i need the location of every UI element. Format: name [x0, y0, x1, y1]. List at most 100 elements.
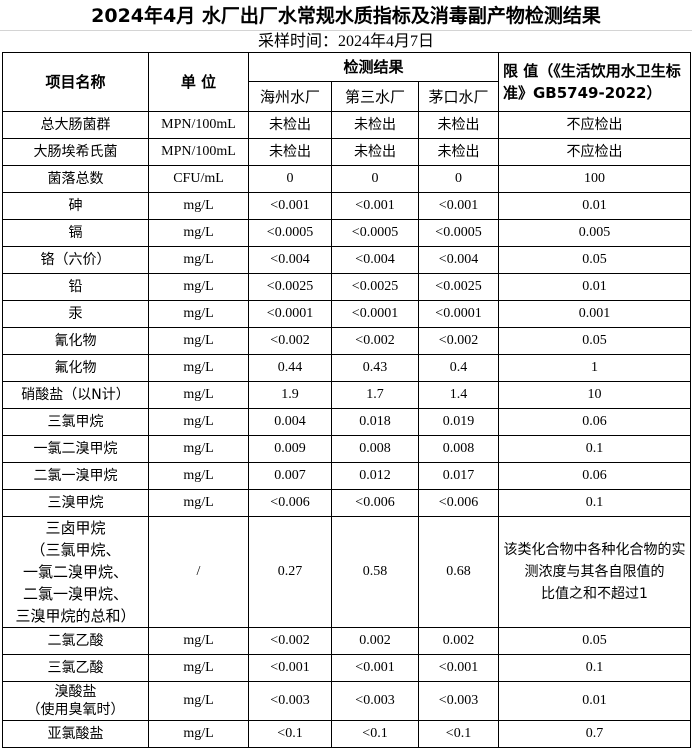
item-name: 一氯二溴甲烷 — [2, 435, 149, 463]
value-third: 0.002 — [331, 627, 419, 655]
item-name: 镉 — [2, 219, 149, 247]
table-row: 镉 mg/L <0.0005 <0.0005 <0.0005 0.005 — [2, 219, 691, 247]
unit: mg/L — [148, 627, 249, 655]
item-name: 铬（六价） — [2, 246, 149, 274]
table-row: 一氯二溴甲烷 mg/L 0.009 0.008 0.008 0.1 — [2, 435, 691, 463]
value-third: <0.0005 — [331, 219, 419, 247]
value-maokou: 0.4 — [418, 354, 499, 382]
item-name: 二氯一溴甲烷 — [2, 462, 149, 490]
item-name: 铅 — [2, 273, 149, 301]
value-maokou: <0.001 — [418, 192, 499, 220]
header-plant-third: 第三水厂 — [331, 81, 419, 112]
limit: 1 — [498, 354, 691, 382]
value-haizhou: <0.002 — [248, 327, 332, 355]
value-haizhou: <0.004 — [248, 246, 332, 274]
value-haizhou: <0.0005 — [248, 219, 332, 247]
results-table: 项目名称 单 位 检测结果 限 值（《生活饮用水卫生标准》GB5749-2022… — [2, 52, 691, 748]
value-third: 0.58 — [331, 516, 419, 628]
value-third: 1.7 — [331, 381, 419, 409]
table-row: 三卤甲烷 （三氯甲烷、 一氯二溴甲烷、 二氯一溴甲烷、 三溴甲烷的总和）/0.2… — [2, 516, 691, 628]
header-results: 检测结果 — [248, 52, 499, 82]
item-name: 二氯乙酸 — [2, 627, 149, 655]
limit: 0.05 — [498, 327, 691, 355]
unit: mg/L — [148, 300, 249, 328]
value-third: 未检出 — [331, 111, 419, 139]
table-row: 硝酸盐（以N计） mg/L 1.9 1.7 1.4 10 — [2, 381, 691, 409]
value-maokou: <0.006 — [418, 489, 499, 517]
table-row: 三氯甲烷 mg/L 0.004 0.018 0.019 0.06 — [2, 408, 691, 436]
value-haizhou: 1.9 — [248, 381, 332, 409]
unit: mg/L — [148, 435, 249, 463]
value-haizhou: <0.0001 — [248, 300, 332, 328]
item-name: 三卤甲烷 （三氯甲烷、 一氯二溴甲烷、 二氯一溴甲烷、 三溴甲烷的总和） — [2, 516, 149, 628]
table-row: 总大肠菌群 MPN/100mL 未检出 未检出 未检出 不应检出 — [2, 111, 691, 139]
value-third: <0.004 — [331, 246, 419, 274]
value-maokou: <0.0005 — [418, 219, 499, 247]
unit: mg/L — [148, 219, 249, 247]
value-maokou: <0.001 — [418, 654, 499, 682]
unit: CFU/mL — [148, 165, 249, 193]
item-name: 亚氯酸盐 — [2, 720, 149, 748]
value-maokou: 未检出 — [418, 138, 499, 166]
table-row: 溴酸盐 （使用臭氧时） mg/L <0.003 <0.003 <0.003 0.01 — [2, 681, 691, 721]
unit: MPN/100mL — [148, 138, 249, 166]
limit: 0.01 — [498, 192, 691, 220]
value-maokou: 0.019 — [418, 408, 499, 436]
unit: mg/L — [148, 273, 249, 301]
value-haizhou: <0.1 — [248, 720, 332, 748]
value-maokou: 0.002 — [418, 627, 499, 655]
item-name: 三溴甲烷 — [2, 489, 149, 517]
limit: 0.05 — [498, 627, 691, 655]
limit: 该类化合物中各种化合物的实测浓度与其各自限值的 比值之和不超过1 — [498, 516, 691, 628]
value-maokou: <0.004 — [418, 246, 499, 274]
limit: 0.01 — [498, 681, 691, 721]
limit: 0.06 — [498, 408, 691, 436]
limit: 0.1 — [498, 489, 691, 517]
limit: 0.001 — [498, 300, 691, 328]
header-limit: 限 值（《生活饮用水卫生标准》GB5749-2022） — [498, 52, 691, 112]
value-third: 0.018 — [331, 408, 419, 436]
unit: mg/L — [148, 462, 249, 490]
value-haizhou: 0.004 — [248, 408, 332, 436]
value-maokou: <0.1 — [418, 720, 499, 748]
limit: 不应检出 — [498, 138, 691, 166]
unit: mg/L — [148, 327, 249, 355]
value-haizhou: 未检出 — [248, 111, 332, 139]
value-third: 0.43 — [331, 354, 419, 382]
item-name: 氰化物 — [2, 327, 149, 355]
item-name: 硝酸盐（以N计） — [2, 381, 149, 409]
limit: 不应检出 — [498, 111, 691, 139]
value-maokou: 0 — [418, 165, 499, 193]
limit: 0.005 — [498, 219, 691, 247]
value-maokou: 未检出 — [418, 111, 499, 139]
unit: mg/L — [148, 720, 249, 748]
value-haizhou: 0.009 — [248, 435, 332, 463]
value-maokou: 0.008 — [418, 435, 499, 463]
value-haizhou: 0 — [248, 165, 332, 193]
item-name: 砷 — [2, 192, 149, 220]
unit: mg/L — [148, 489, 249, 517]
value-third: <0.001 — [331, 192, 419, 220]
table-row: 氟化物 mg/L 0.44 0.43 0.4 1 — [2, 354, 691, 382]
value-third: 0.012 — [331, 462, 419, 490]
unit: MPN/100mL — [148, 111, 249, 139]
header-unit: 单 位 — [148, 52, 249, 112]
value-third: <0.0001 — [331, 300, 419, 328]
value-third: <0.003 — [331, 681, 419, 721]
header-plant-maokou: 茅口水厂 — [418, 81, 499, 112]
value-haizhou: <0.0025 — [248, 273, 332, 301]
value-haizhou: <0.002 — [248, 627, 332, 655]
page-title: 2024年4月 水厂出厂水常规水质指标及消毒副产物检测结果 — [0, 0, 692, 31]
unit: / — [148, 516, 249, 628]
value-haizhou: 未检出 — [248, 138, 332, 166]
header-plant-haizhou: 海州水厂 — [248, 81, 332, 112]
value-haizhou: 0.27 — [248, 516, 332, 628]
table-row: 铅 mg/L <0.0025 <0.0025 <0.0025 0.01 — [2, 273, 691, 301]
value-maokou: 0.017 — [418, 462, 499, 490]
unit: mg/L — [148, 381, 249, 409]
limit: 0.01 — [498, 273, 691, 301]
table-row: 大肠埃希氏菌 MPN/100mL 未检出 未检出 未检出 不应检出 — [2, 138, 691, 166]
value-maokou: 0.68 — [418, 516, 499, 628]
value-maokou: <0.0001 — [418, 300, 499, 328]
item-name: 三氯乙酸 — [2, 654, 149, 682]
